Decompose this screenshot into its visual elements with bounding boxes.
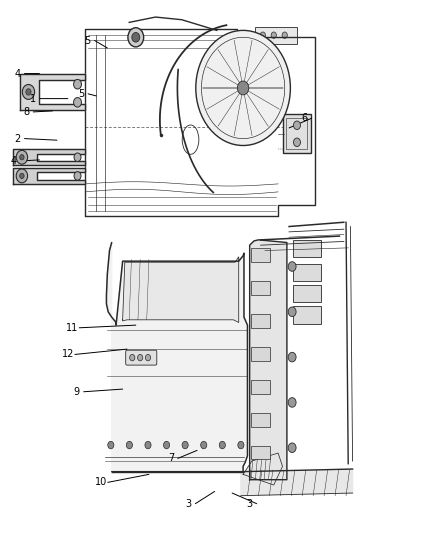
- Circle shape: [163, 441, 170, 449]
- Polygon shape: [13, 168, 85, 184]
- Circle shape: [219, 441, 226, 449]
- Text: 5: 5: [85, 36, 91, 45]
- Circle shape: [288, 352, 296, 362]
- FancyBboxPatch shape: [293, 240, 321, 257]
- Circle shape: [293, 138, 300, 147]
- Circle shape: [132, 33, 140, 42]
- Circle shape: [20, 155, 24, 160]
- FancyBboxPatch shape: [283, 114, 311, 153]
- Circle shape: [128, 28, 144, 47]
- Circle shape: [130, 354, 135, 361]
- Polygon shape: [250, 240, 287, 480]
- Circle shape: [20, 173, 24, 179]
- Circle shape: [145, 354, 151, 361]
- Text: 4: 4: [14, 69, 21, 78]
- FancyBboxPatch shape: [251, 380, 270, 394]
- Circle shape: [108, 441, 114, 449]
- Text: 11: 11: [66, 323, 78, 333]
- Circle shape: [74, 79, 81, 89]
- Circle shape: [26, 88, 31, 95]
- Text: 3: 3: [185, 499, 191, 508]
- Circle shape: [293, 121, 300, 130]
- Text: 5: 5: [78, 89, 84, 99]
- Circle shape: [201, 441, 207, 449]
- Circle shape: [74, 98, 81, 107]
- FancyBboxPatch shape: [251, 413, 270, 426]
- Circle shape: [288, 307, 296, 317]
- Circle shape: [282, 32, 287, 38]
- Circle shape: [16, 150, 28, 164]
- FancyBboxPatch shape: [293, 306, 321, 324]
- Text: 4: 4: [10, 156, 16, 166]
- Text: 8: 8: [23, 107, 29, 117]
- Polygon shape: [13, 149, 85, 165]
- Circle shape: [196, 30, 290, 146]
- Circle shape: [288, 443, 296, 453]
- FancyBboxPatch shape: [293, 285, 321, 302]
- Circle shape: [138, 354, 143, 361]
- Text: 9: 9: [74, 387, 80, 397]
- Circle shape: [145, 441, 151, 449]
- Circle shape: [238, 441, 244, 449]
- Text: 6: 6: [301, 114, 307, 123]
- FancyBboxPatch shape: [293, 264, 321, 281]
- Circle shape: [271, 32, 276, 38]
- Circle shape: [288, 398, 296, 407]
- Polygon shape: [123, 257, 239, 322]
- FancyBboxPatch shape: [251, 281, 270, 295]
- Polygon shape: [243, 453, 283, 485]
- FancyBboxPatch shape: [251, 446, 270, 459]
- Text: 12: 12: [62, 350, 74, 359]
- FancyBboxPatch shape: [255, 27, 297, 44]
- Circle shape: [260, 32, 265, 38]
- Circle shape: [16, 169, 28, 183]
- Text: 2: 2: [14, 134, 21, 143]
- Text: 10: 10: [95, 478, 107, 487]
- Circle shape: [237, 81, 249, 95]
- Circle shape: [22, 84, 35, 99]
- Polygon shape: [241, 469, 353, 496]
- Circle shape: [74, 172, 81, 180]
- Text: 1: 1: [30, 94, 36, 103]
- Circle shape: [126, 441, 132, 449]
- FancyBboxPatch shape: [251, 248, 270, 262]
- FancyBboxPatch shape: [126, 350, 157, 365]
- Text: 7: 7: [168, 454, 174, 463]
- Circle shape: [182, 441, 188, 449]
- FancyBboxPatch shape: [251, 347, 270, 361]
- Polygon shape: [20, 74, 85, 110]
- Text: 3: 3: [247, 499, 253, 508]
- Circle shape: [288, 262, 296, 271]
- Circle shape: [74, 153, 81, 161]
- FancyBboxPatch shape: [251, 314, 270, 328]
- Polygon shape: [106, 243, 247, 472]
